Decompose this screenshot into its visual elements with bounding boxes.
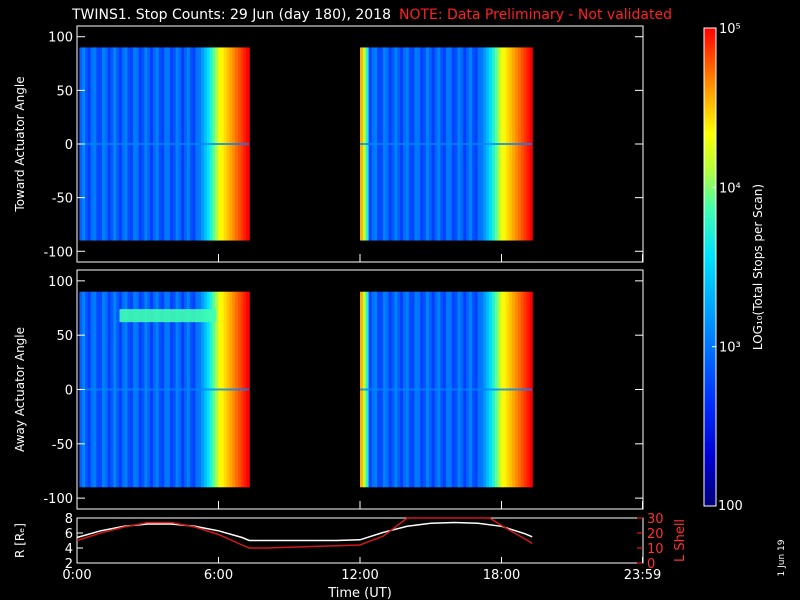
toward-y-ticks: -100 -50 0 50 100 xyxy=(43,31,644,262)
colorbar-gradient xyxy=(704,28,716,506)
x-tick-label: 0:00 xyxy=(62,568,91,583)
away-angle-panel: -100 -50 0 50 100 Away Actuator Angle xyxy=(13,269,644,510)
toward-angle-panel: -100 -50 0 50 100 Toward Actuator Angle xyxy=(13,25,644,263)
away-high-count-band xyxy=(119,309,217,323)
colorbar-frame xyxy=(703,27,717,507)
away-heatmap-data xyxy=(79,291,533,488)
x-tick-label: 6:00 xyxy=(204,568,233,583)
lshell-axis-tick-label: 0 xyxy=(647,557,655,572)
away-y-axis-label: Away Actuator Angle xyxy=(13,327,27,452)
colorbar: 10⁵ 10⁴ 10³ 100 LOG₁₀(Total Stops per Scan… xyxy=(703,22,765,514)
chart-title: TWINS1. Stop Counts: 29 Jun (day 180), 2… xyxy=(72,7,672,23)
away-y-tick-label: 0 xyxy=(65,384,73,399)
title-note: NOTE: Data Preliminary - Not validated xyxy=(398,7,673,23)
away-zero-stripe xyxy=(360,388,533,391)
lshell-axis-tick-label: 20 xyxy=(647,527,664,542)
toward-y-tick-label: 100 xyxy=(48,31,73,46)
lshell-series-line xyxy=(76,517,533,549)
away-y-tick-label: -100 xyxy=(43,492,73,507)
r-axis-tick-label: 4 xyxy=(65,542,73,557)
lshell-axis-tick-label: 10 xyxy=(647,542,664,557)
away-y-tick-label: 50 xyxy=(56,329,73,344)
colorbar-axis-label: LOG₁₀(Total Stops per Scan) xyxy=(751,184,765,350)
title-main: TWINS1. Stop Counts: 29 Jun (day 180), 2… xyxy=(72,7,391,23)
r-axis-label: R [Rₑ] xyxy=(13,523,27,558)
away-y-tick-label: 100 xyxy=(48,275,73,290)
r-axis-tick-label: 6 xyxy=(65,527,73,542)
toward-y-tick-label: 0 xyxy=(65,138,73,153)
r-axis-tick-label: 8 xyxy=(65,512,73,527)
colorbar-tick-label: 10⁵ xyxy=(719,22,741,37)
away-y-ticks: -100 -50 0 50 100 xyxy=(43,275,644,509)
toward-zero-stripe xyxy=(79,143,250,145)
toward-zero-stripe xyxy=(360,143,533,145)
lshell-axis-label: L Shell xyxy=(673,519,688,562)
colorbar-tick-label: 10³ xyxy=(719,341,741,356)
r-series-line xyxy=(76,521,533,542)
away-y-tick-label: -50 xyxy=(52,438,73,453)
toward-heatmap-data xyxy=(79,47,533,241)
colorbar-ticks: 10⁵ 10⁴ 10³ xyxy=(712,22,741,356)
colorbar-min-label: 100 xyxy=(718,499,743,514)
lshell-axis-tick-label: 30 xyxy=(647,512,664,527)
toward-y-axis-label: Toward Actuator Angle xyxy=(13,76,27,212)
date-stamp: 1 Jun 19 xyxy=(777,539,787,576)
toward-y-tick-label: -50 xyxy=(52,192,73,207)
colorbar-tick-label: 10⁴ xyxy=(719,181,741,196)
r-axis-tick-label: 2 xyxy=(65,557,73,572)
toward-y-tick-label: 50 xyxy=(56,84,73,99)
x-axis-label: Time (UT) xyxy=(327,586,392,600)
away-zero-stripe xyxy=(79,388,250,391)
toward-y-tick-label: -100 xyxy=(43,245,73,260)
x-tick-label: 23:59 xyxy=(624,568,661,583)
x-tick-label: 18:00 xyxy=(483,568,520,583)
x-tick-label: 12:00 xyxy=(341,568,378,583)
